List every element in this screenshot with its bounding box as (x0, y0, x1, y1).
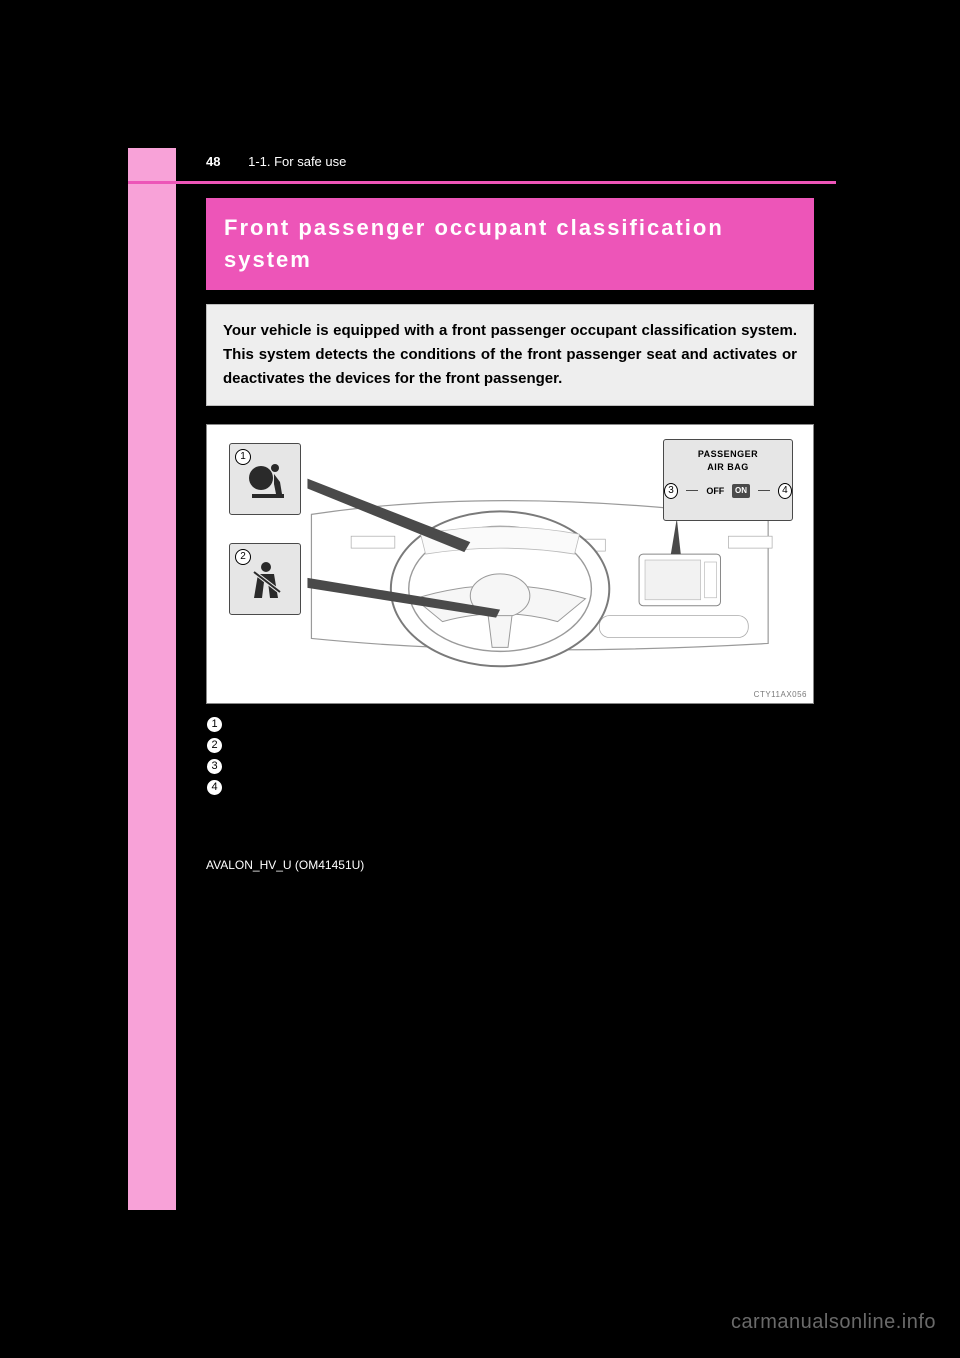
watermark: carmanualsonline.info (731, 1311, 936, 1334)
on-indicator-label: ON (732, 484, 749, 498)
legend: 1 SRS warning light 2 Front passenger's … (206, 714, 814, 798)
off-indicator-label: OFF (706, 486, 724, 496)
callout-box-1: 1 (229, 443, 301, 515)
legend-text-3: "AIR BAG OFF" indicator light (231, 758, 416, 774)
legend-number-1: 1 (206, 716, 223, 733)
legend-row: 1 SRS warning light (206, 714, 814, 735)
legend-row: 4 "AIR BAG ON" indicator light (206, 777, 814, 798)
legend-text-4: "AIR BAG ON" indicator light (231, 779, 409, 795)
leader-line (686, 490, 698, 491)
legend-text-1: SRS warning light (231, 716, 342, 732)
intro-text: Your vehicle is equipped with a front pa… (206, 304, 814, 406)
divider (128, 181, 836, 184)
airbag-line2: AIR BAG (664, 461, 792, 475)
airbag-icon (244, 458, 288, 502)
manual-code: AVALON_HV_U (OM41451U) (206, 858, 814, 872)
callout-box-2: 2 (229, 543, 301, 615)
legend-row: 3 "AIR BAG OFF" indicator light (206, 756, 814, 777)
page-title: Front passenger occupant classification … (206, 198, 814, 290)
page-header: 48 1-1. For safe use (176, 148, 836, 181)
section-label: 1-1. For safe use (248, 154, 346, 169)
sidebar (128, 148, 176, 1210)
seatbelt-icon (244, 558, 288, 602)
figure-code: CTY11AX056 (754, 690, 807, 699)
callout-number-4: 4 (778, 483, 792, 499)
airbag-line1: PASSENGER (664, 448, 792, 462)
page-content: 48 1-1. For safe use Front passenger occ… (176, 148, 836, 872)
leader-line (758, 490, 770, 491)
page-number: 48 (206, 154, 220, 169)
legend-number-2: 2 (206, 737, 223, 754)
dashboard-figure: 1 2 PASSENGER AIR BAG (206, 424, 814, 704)
callout-number-3: 3 (664, 483, 678, 499)
legend-text-2: Front passenger's seat belt reminder lig… (231, 737, 488, 753)
legend-number-3: 3 (206, 758, 223, 775)
legend-number-4: 4 (206, 779, 223, 796)
airbag-indicator-row: 3 OFF ON 4 (664, 483, 792, 499)
airbag-panel-text: PASSENGER AIR BAG (664, 448, 792, 475)
airbag-indicator-panel: PASSENGER AIR BAG 3 OFF ON 4 (663, 439, 793, 521)
legend-row: 2 Front passenger's seat belt reminder l… (206, 735, 814, 756)
